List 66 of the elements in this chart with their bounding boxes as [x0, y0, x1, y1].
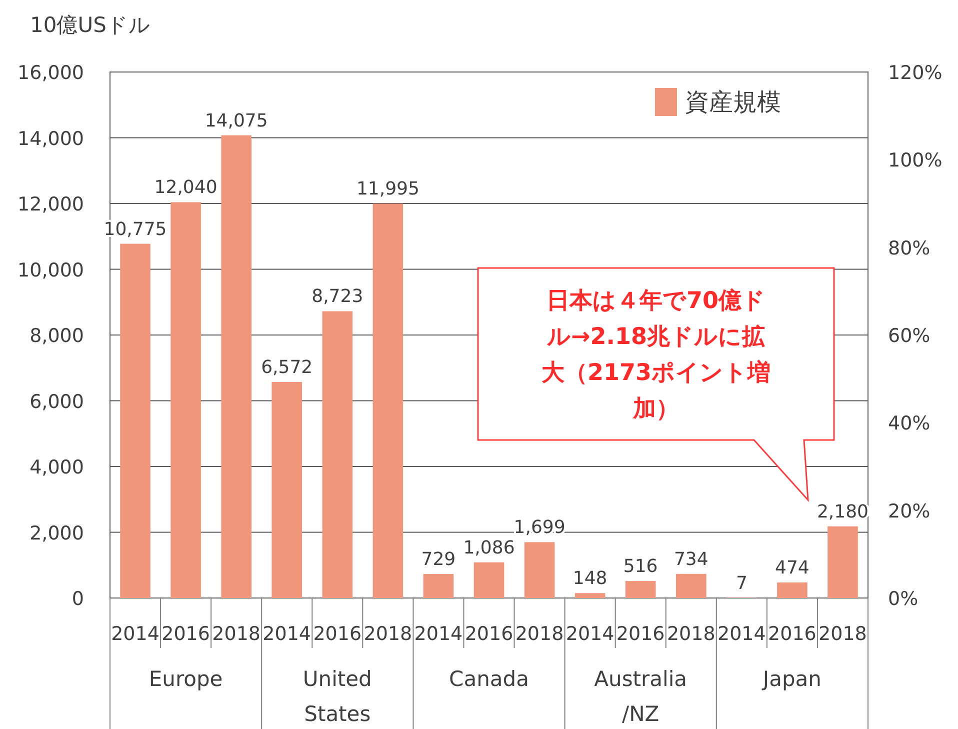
- y-tick-label: 4,000: [30, 456, 84, 478]
- text: 2,180: [816, 501, 868, 522]
- x-tick-label: 2018: [212, 623, 261, 645]
- x-tick-label: 2018: [364, 623, 412, 645]
- y2-tick-label: 40%: [888, 412, 930, 435]
- text: United States: [302, 667, 372, 726]
- text: 11,995: [356, 178, 420, 200]
- text: Canada: [449, 667, 529, 691]
- x-tick-label: 2014: [111, 623, 160, 645]
- bar: [524, 542, 555, 598]
- text: 7: [736, 572, 748, 594]
- y2-tick-label: 60%: [888, 325, 930, 347]
- y-tick-label: 6,000: [30, 390, 84, 413]
- y2-tick-label: 120%: [888, 62, 942, 84]
- bar: [272, 382, 302, 598]
- text: Japan: [760, 667, 822, 691]
- x-tick-label: 2018: [818, 623, 867, 645]
- x-tick-label: 2016: [616, 623, 665, 645]
- y-axis-title: 10億USドル: [30, 13, 150, 37]
- x-tick-label: 2014: [414, 623, 463, 645]
- text: 516: [623, 556, 658, 578]
- bar: [423, 574, 454, 598]
- y-tick-label: 8,000: [30, 325, 84, 347]
- x-tick-label: 2016: [162, 623, 210, 645]
- y-tick-label: 2,000: [30, 522, 84, 544]
- bar: [221, 135, 252, 598]
- text: Australia /NZ: [594, 667, 688, 726]
- y-tick-label: 0: [72, 588, 84, 610]
- text: 729: [421, 549, 456, 570]
- bar: [120, 244, 150, 598]
- bar: [574, 593, 606, 598]
- bar: [170, 202, 201, 598]
- x-tick-label: 2018: [666, 623, 716, 645]
- x-tick-label: 2016: [768, 623, 816, 645]
- x-tick-label: 2014: [566, 623, 614, 645]
- y-tick-label: 12,000: [18, 194, 84, 216]
- bar: [828, 526, 858, 598]
- text: 474: [775, 557, 810, 578]
- text: 14,075: [204, 110, 268, 132]
- x-tick-label: 2016: [464, 623, 514, 645]
- legend-label: 資産規模: [685, 88, 781, 116]
- y2-tick-label: 100%: [888, 150, 942, 172]
- x-tick-label: 2014: [262, 623, 312, 645]
- bar: [322, 311, 353, 598]
- y-tick-label: 14,000: [18, 128, 84, 150]
- bar: [777, 582, 808, 598]
- annotation: 日本は４年で70億ドル→2.18兆ドルに拡大（2173ポイント増加）: [541, 288, 771, 422]
- x-tick-label: 2014: [717, 623, 766, 645]
- text: 148: [572, 568, 608, 590]
- bar: [372, 204, 404, 598]
- text: 734: [674, 548, 708, 570]
- y-tick-label: 16,000: [18, 62, 84, 84]
- text: 8,723: [312, 286, 364, 308]
- text: 1,086: [463, 537, 515, 558]
- y2-tick-label: 20%: [888, 500, 930, 522]
- x-tick-label: 2018: [515, 623, 564, 645]
- bar: [676, 574, 706, 598]
- bar: [474, 562, 504, 598]
- text: 6,572: [261, 356, 313, 378]
- text: Europe: [148, 667, 223, 691]
- y2-tick-label: 0%: [888, 588, 918, 610]
- x-tick-label: 2016: [313, 623, 362, 645]
- bar: [625, 581, 656, 598]
- text: 12,040: [154, 177, 218, 198]
- y-tick-label: 10,000: [18, 259, 84, 282]
- y2-tick-label: 80%: [888, 237, 930, 260]
